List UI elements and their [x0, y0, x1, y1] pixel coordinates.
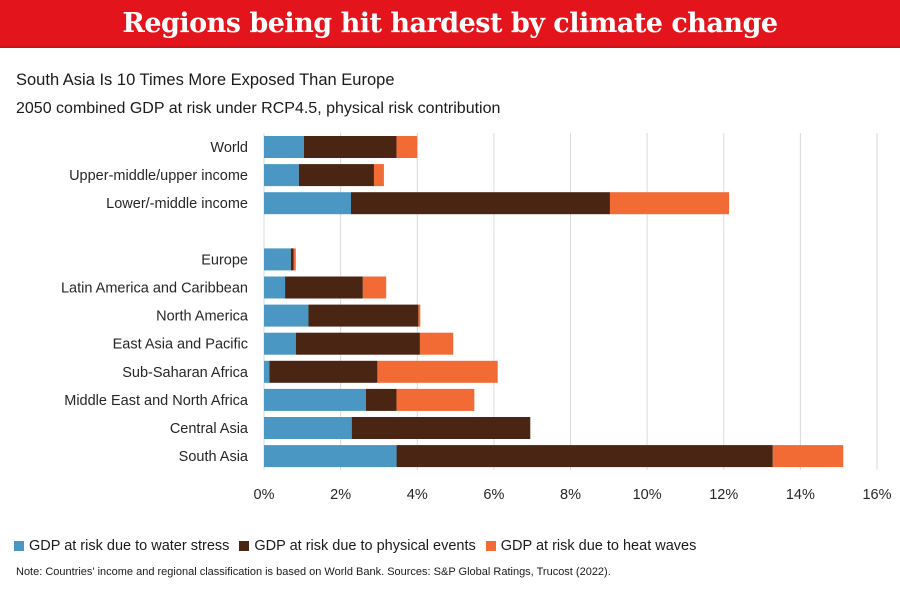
category-label: Central Asia	[170, 421, 249, 437]
x-tick-label: 2%	[330, 487, 351, 503]
category-label: Latin America and Caribbean	[61, 281, 248, 297]
category-label: Sub-Saharan Africa	[122, 365, 249, 381]
bar-segment-heat-waves	[419, 332, 454, 355]
gridlines	[263, 133, 878, 470]
bar-segment-heat-waves	[418, 304, 421, 327]
legend-label: GDP at risk due to physical events	[254, 538, 476, 554]
bar-segment-physical-events	[365, 388, 397, 411]
legend-label: GDP at risk due to heat waves	[500, 538, 697, 554]
chart-subtitle: 2050 combined GDP at risk under RCP4.5, …	[16, 100, 501, 117]
legend-item: GDP at risk due to water stress	[14, 538, 229, 554]
category-label: World	[210, 140, 248, 156]
category-label: North America	[156, 309, 249, 325]
bar-segment-physical-events	[290, 248, 294, 271]
x-tick-label: 12%	[709, 487, 738, 503]
category-label: Middle East and North Africa	[64, 393, 249, 409]
bar-segment-water-stress	[264, 445, 397, 468]
bar-segment-physical-events	[269, 360, 378, 383]
bar-segment-physical-events	[285, 276, 363, 299]
bar-segment-heat-waves	[293, 248, 296, 271]
bar-segment-water-stress	[264, 417, 352, 439]
category-label: Europe	[201, 252, 248, 268]
legend-item: GDP at risk due to physical events	[239, 538, 476, 554]
category-label: East Asia and Pacific	[113, 337, 248, 353]
bar-segment-physical-events	[308, 304, 419, 327]
x-tick-label: 8%	[560, 487, 581, 503]
bar-segment-water-stress	[264, 332, 296, 355]
chart-title: South Asia Is 10 Times More Exposed Than…	[16, 71, 395, 89]
bar-segment-water-stress	[264, 388, 366, 411]
bar-segment-water-stress	[264, 248, 291, 271]
category-label: Lower/-middle income	[106, 196, 248, 212]
bar-segment-heat-waves	[396, 388, 475, 411]
legend: GDP at risk due to water stress GDP at ri…	[14, 538, 706, 554]
bar-segment-physical-events	[396, 445, 773, 468]
legend-label: GDP at risk due to water stress	[29, 538, 230, 554]
footnote: Note: Countries' income and regional cla…	[16, 566, 611, 578]
bar-segment-water-stress	[264, 164, 299, 187]
bar-segment-water-stress	[264, 136, 304, 158]
bar-segment-physical-events	[295, 332, 420, 355]
bar-segment-water-stress	[264, 276, 286, 299]
bar-segment-heat-waves	[362, 276, 387, 299]
bar-segment-physical-events	[351, 417, 531, 439]
x-tick-labels: 0% 2% 4% 6% 8% 10% 12% 14% 16%	[254, 487, 892, 503]
category-label: Upper-middle/upper income	[69, 168, 248, 184]
x-tick-label: 0%	[254, 487, 275, 503]
x-tick-label: 4%	[407, 487, 428, 503]
banner-title: Regions being hit hardest by climate cha…	[122, 7, 778, 39]
x-tick-label: 6%	[483, 487, 504, 503]
category-label: South Asia	[179, 449, 249, 465]
bar-segment-physical-events	[298, 164, 374, 187]
x-tick-label: 10%	[633, 487, 662, 503]
bars	[264, 136, 844, 468]
x-tick-label: 14%	[786, 487, 815, 503]
category-labels: World Upper-middle/upper income Lower/-mid…	[61, 140, 249, 465]
bar-segment-heat-waves	[396, 136, 418, 158]
legend-item: GDP at risk due to heat waves	[485, 538, 697, 554]
bar-segment-heat-waves	[377, 360, 498, 383]
x-tick-label: 16%	[862, 487, 891, 503]
bar-segment-heat-waves	[772, 445, 844, 468]
bar-segment-heat-waves	[373, 164, 384, 187]
bar-segment-water-stress	[264, 192, 351, 215]
legend-swatch	[485, 541, 496, 551]
bar-segment-physical-events	[303, 136, 397, 158]
bar-segment-water-stress	[264, 360, 270, 383]
bar-segment-water-stress	[264, 304, 309, 327]
legend-swatch	[14, 541, 24, 551]
bar-segment-physical-events	[350, 192, 610, 215]
title-banner: Regions being hit hardest by climate cha…	[0, 0, 900, 48]
legend-swatch	[239, 541, 250, 551]
bar-segment-heat-waves	[609, 192, 730, 215]
